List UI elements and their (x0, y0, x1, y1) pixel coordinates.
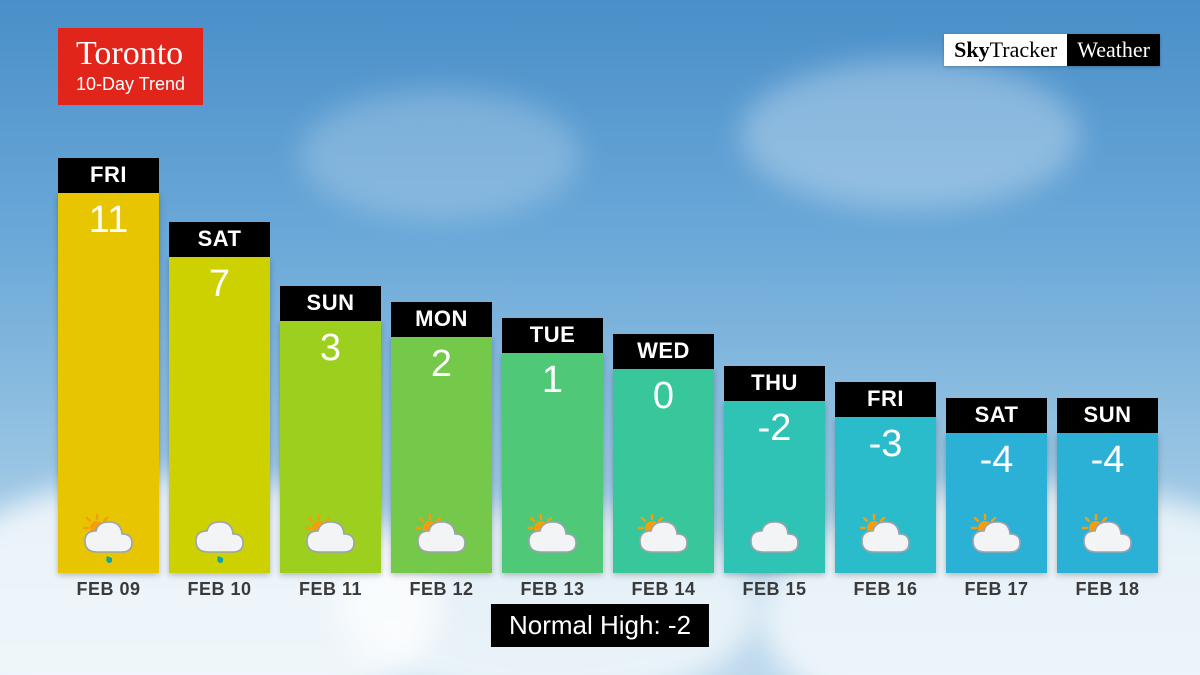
weather-icon (946, 509, 1047, 573)
day-of-week-label: THU (724, 366, 825, 401)
temperature-value: 7 (169, 257, 270, 306)
day-of-week-label: FRI (835, 382, 936, 417)
bar-wrap: SAT 7 (169, 222, 270, 573)
weather-icon (835, 509, 936, 573)
title-box: Toronto 10-Day Trend (58, 28, 203, 105)
temperature-value: 2 (391, 337, 492, 386)
forecast-bar: -3 (835, 417, 936, 573)
day-of-week-label: FRI (58, 158, 159, 193)
temperature-value: 3 (280, 321, 381, 370)
bar-wrap: MON 2 (391, 302, 492, 573)
temperature-value: 0 (613, 369, 714, 418)
forecast-bar: -4 (1057, 433, 1158, 573)
forecast-bar: 0 (613, 369, 714, 573)
bar-wrap: SAT -4 (946, 398, 1047, 573)
forecast-column: SUN 3 FEB 11 (280, 286, 381, 600)
forecast-bar: 2 (391, 337, 492, 573)
day-of-week-label: MON (391, 302, 492, 337)
forecast-bar: 1 (502, 353, 603, 573)
date-label: FEB 17 (946, 579, 1047, 600)
day-of-week-label: SAT (169, 222, 270, 257)
date-label: FEB 10 (169, 579, 270, 600)
day-of-week-label: WED (613, 334, 714, 369)
date-label: FEB 12 (391, 579, 492, 600)
forecast-column: SUN -4 FEB 18 (1057, 398, 1158, 600)
temperature-value: 11 (58, 193, 159, 242)
forecast-column: WED 0 FEB 14 (613, 334, 714, 600)
weather-icon (280, 509, 381, 573)
brand-right: Weather (1067, 34, 1160, 66)
forecast-bar: -4 (946, 433, 1047, 573)
weather-icon (58, 509, 159, 573)
forecast-column: SAT 7 FEB 10 (169, 222, 270, 600)
normal-high-badge: Normal High: -2 (491, 604, 709, 647)
forecast-column: THU -2 FEB 15 (724, 366, 825, 600)
forecast-column: TUE 1 FEB 13 (502, 318, 603, 600)
weather-graphic: Toronto 10-Day Trend SkyTracker Weather … (0, 0, 1200, 675)
forecast-column: MON 2 FEB 12 (391, 302, 492, 600)
bar-wrap: WED 0 (613, 334, 714, 573)
bar-wrap: THU -2 (724, 366, 825, 573)
date-label: FEB 16 (835, 579, 936, 600)
forecast-bar: 3 (280, 321, 381, 573)
bar-wrap: SUN -4 (1057, 398, 1158, 573)
weather-icon (1057, 509, 1158, 573)
date-label: FEB 09 (58, 579, 159, 600)
temperature-value: -4 (1057, 433, 1158, 482)
forecast-bar: 7 (169, 257, 270, 573)
date-label: FEB 15 (724, 579, 825, 600)
brand-left: SkyTracker (944, 34, 1067, 66)
bar-wrap: TUE 1 (502, 318, 603, 573)
temperature-value: -2 (724, 401, 825, 450)
weather-icon (391, 509, 492, 573)
forecast-column: FRI -3 FEB 16 (835, 382, 936, 600)
bar-wrap: SUN 3 (280, 286, 381, 573)
day-of-week-label: SUN (1057, 398, 1158, 433)
brand-left-bold: Sky (954, 37, 989, 62)
weather-icon (502, 509, 603, 573)
bar-wrap: FRI -3 (835, 382, 936, 573)
temperature-value: -3 (835, 417, 936, 466)
weather-icon (724, 509, 825, 573)
bar-wrap: FRI 11 (58, 158, 159, 573)
date-label: FEB 11 (280, 579, 381, 600)
day-of-week-label: SAT (946, 398, 1047, 433)
brand-badge: SkyTracker Weather (944, 34, 1160, 66)
weather-icon (613, 509, 714, 573)
date-label: FEB 18 (1057, 579, 1158, 600)
forecast-bar: 11 (58, 193, 159, 573)
forecast-column: FRI 11 FEB 09 (58, 158, 159, 600)
temperature-value: -4 (946, 433, 1047, 482)
normal-high-label: Normal High: (509, 610, 668, 640)
title-city: Toronto (76, 36, 185, 72)
brand-left-rest: Tracker (990, 37, 1058, 62)
forecast-column: SAT -4 FEB 17 (946, 398, 1047, 600)
forecast-bar-chart: FRI 11 FEB 09 SAT 7 (58, 160, 1158, 600)
date-label: FEB 13 (502, 579, 603, 600)
weather-icon (169, 509, 270, 573)
title-subtitle: 10-Day Trend (76, 74, 185, 95)
forecast-bar: -2 (724, 401, 825, 573)
day-of-week-label: TUE (502, 318, 603, 353)
date-label: FEB 14 (613, 579, 714, 600)
temperature-value: 1 (502, 353, 603, 402)
normal-high-value: -2 (668, 610, 691, 640)
day-of-week-label: SUN (280, 286, 381, 321)
